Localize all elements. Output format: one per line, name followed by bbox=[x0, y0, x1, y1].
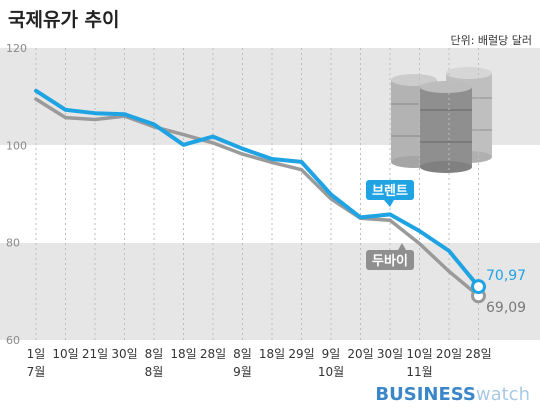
x-tick-15: 28일 bbox=[465, 347, 491, 361]
band-60-80 bbox=[0, 243, 540, 340]
month-label-0: 7월 bbox=[27, 365, 46, 379]
y-tick-80: 80 bbox=[6, 237, 20, 250]
brent-tag-label: 브렌트 bbox=[372, 183, 408, 199]
month-label-10: 10월 bbox=[318, 365, 344, 379]
x-tick-0: 1일 bbox=[27, 347, 46, 361]
brent-end-marker bbox=[471, 279, 486, 295]
x-tick-2: 21일 bbox=[82, 347, 108, 361]
unit-label: 단위: 배럴당 달러 bbox=[450, 34, 532, 47]
y-tick-100: 100 bbox=[6, 139, 27, 152]
x-tick-9: 29일 bbox=[288, 347, 314, 361]
x-tick-4: 8일 bbox=[145, 347, 164, 361]
x-tick-3: 30일 bbox=[111, 347, 137, 361]
y-tick-120: 120 bbox=[6, 42, 27, 55]
month-label-4: 8월 bbox=[145, 365, 164, 379]
x-tick-7: 8일 bbox=[233, 347, 252, 361]
dubai-end-value: 69,09 bbox=[486, 300, 526, 316]
dubai-series-tag: 두바이 bbox=[366, 243, 414, 270]
brent-end-value: 70,97 bbox=[486, 268, 526, 284]
oil-barrels-illustration bbox=[391, 67, 492, 173]
x-tick-1: 10일 bbox=[52, 347, 78, 361]
brent-line bbox=[34, 88, 481, 289]
x-tick-12: 30일 bbox=[377, 347, 403, 361]
month-label-7: 9월 bbox=[233, 365, 252, 379]
dubai-tag-label: 두바이 bbox=[372, 253, 408, 269]
brand-logo: BUSINESSwatch bbox=[375, 384, 530, 405]
x-tick-5: 18일 bbox=[170, 347, 196, 361]
month-label-13: 11월 bbox=[406, 365, 432, 379]
y-tick-60: 60 bbox=[6, 334, 20, 347]
x-tick-11: 20일 bbox=[347, 347, 373, 361]
chart-title: 국제유가 추이 bbox=[8, 9, 120, 31]
brent-series-tag: 브렌트 bbox=[366, 180, 414, 207]
x-tick-10: 9일 bbox=[322, 347, 341, 361]
x-tick-8: 18일 bbox=[259, 347, 285, 361]
dubai-line bbox=[34, 97, 481, 298]
x-tick-14: 20일 bbox=[436, 347, 462, 361]
x-tick-6: 28일 bbox=[200, 347, 226, 361]
x-tick-13: 10일 bbox=[406, 347, 432, 361]
